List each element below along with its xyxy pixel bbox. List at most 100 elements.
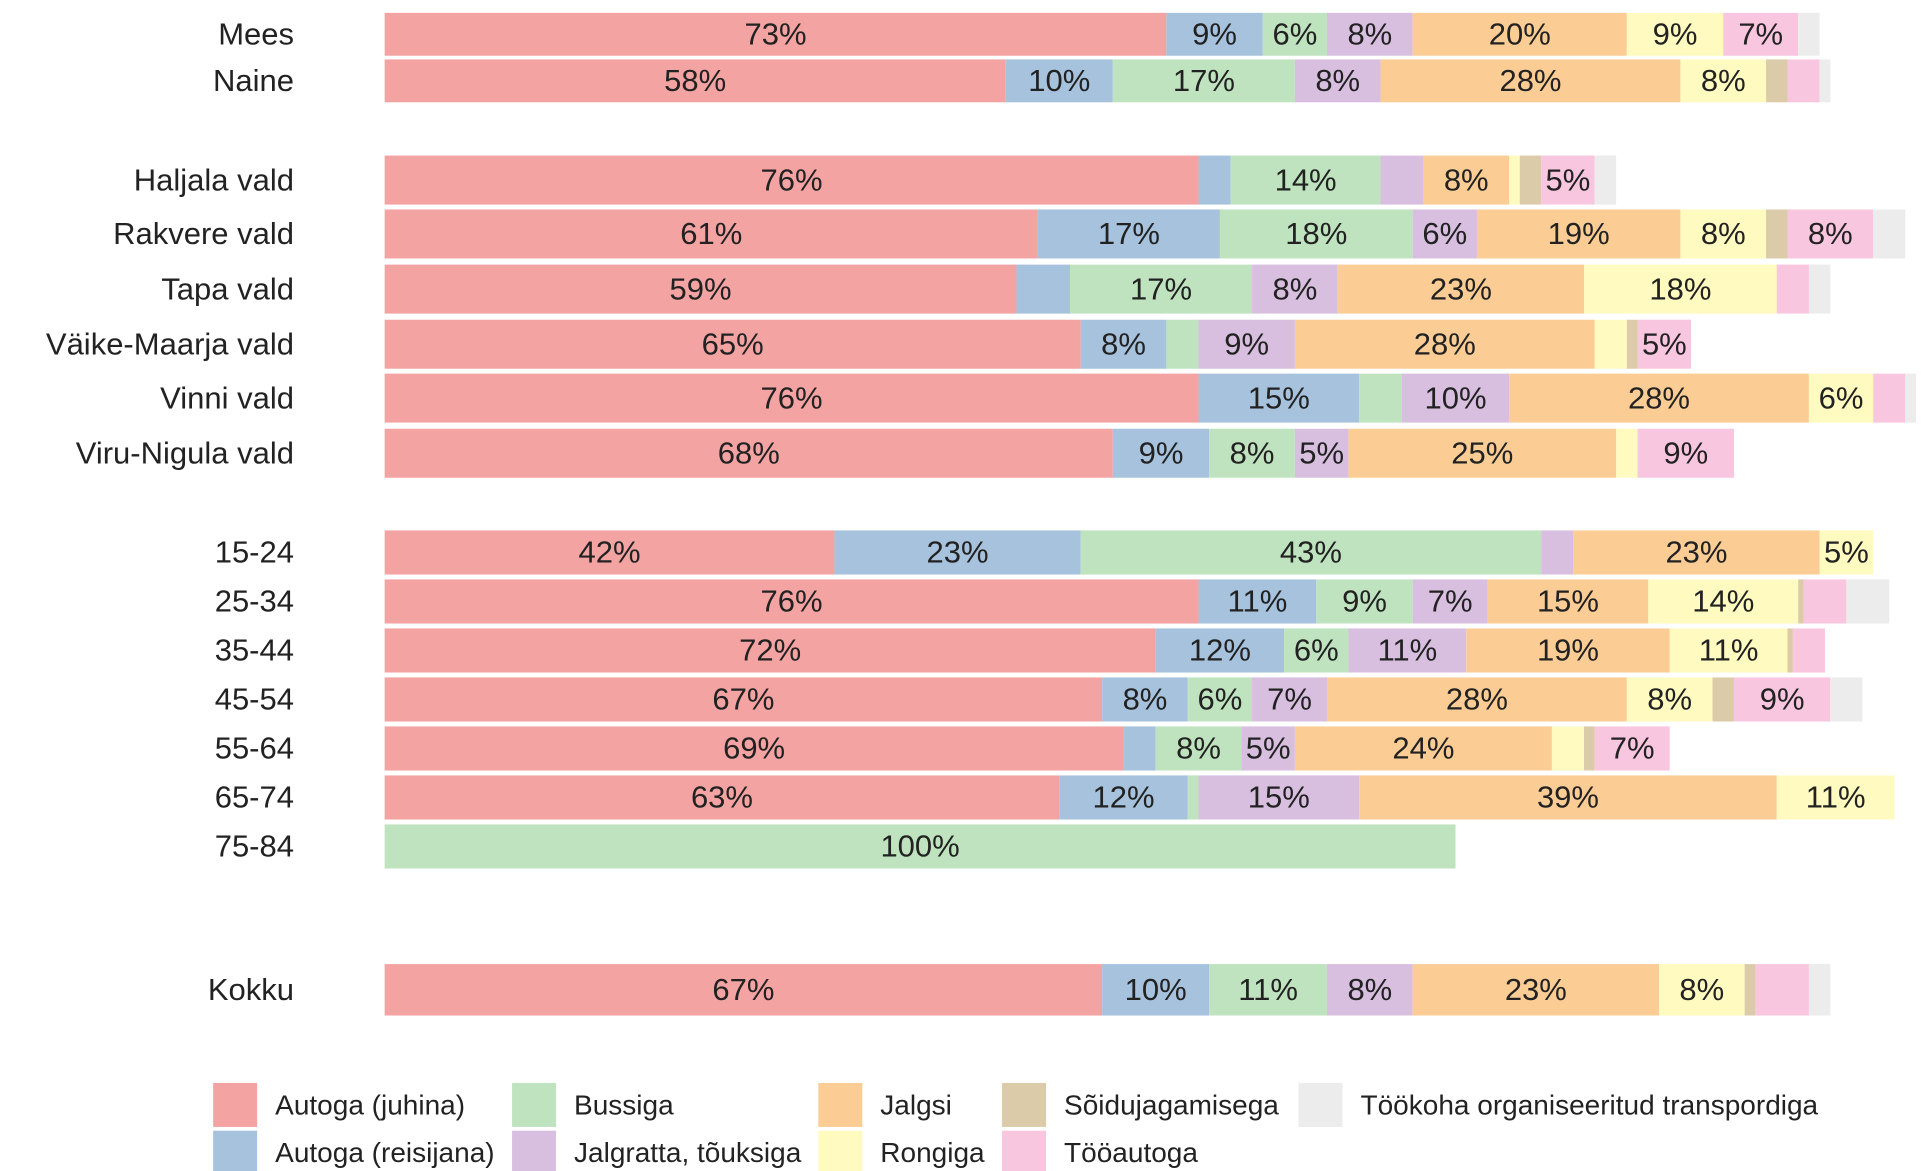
data-label: 17% bbox=[1130, 271, 1192, 306]
bar-segment bbox=[1412, 579, 1488, 624]
legend-label: Sõidujagamisega bbox=[1064, 1089, 1279, 1120]
legend-label: Autoga (juhina) bbox=[275, 1089, 465, 1120]
data-label: 11% bbox=[1238, 972, 1298, 1007]
category-label: Mees bbox=[218, 16, 294, 51]
data-label: 10% bbox=[1125, 972, 1187, 1007]
data-label: 25% bbox=[1451, 435, 1513, 470]
bar-segment bbox=[1509, 155, 1520, 205]
bar-segment bbox=[1401, 373, 1510, 423]
bar-segment bbox=[384, 726, 1124, 771]
data-label: 67% bbox=[712, 682, 774, 717]
legend-key bbox=[1298, 1082, 1343, 1127]
bar-segment bbox=[1327, 12, 1413, 56]
bar-segment bbox=[1616, 428, 1638, 478]
bar-segment bbox=[1198, 579, 1317, 624]
category-label: 65-74 bbox=[215, 780, 294, 815]
bar-segment bbox=[384, 319, 1081, 369]
data-label: 28% bbox=[1499, 63, 1561, 98]
bar-segment bbox=[1198, 319, 1295, 369]
data-label: 8% bbox=[1647, 682, 1692, 717]
bar-segment bbox=[1412, 209, 1477, 259]
bar-segment bbox=[1637, 319, 1692, 369]
bar-segment bbox=[1787, 59, 1820, 103]
legend-key bbox=[1002, 1130, 1047, 1171]
bar-segment bbox=[1294, 726, 1552, 771]
legend-key bbox=[512, 1130, 557, 1171]
bar-segment bbox=[1080, 319, 1167, 369]
bar-segment bbox=[1680, 59, 1767, 103]
bar-segment bbox=[1327, 964, 1413, 1016]
bar-segment bbox=[1198, 775, 1360, 820]
data-label: 5% bbox=[1246, 731, 1291, 766]
data-label: 59% bbox=[670, 271, 732, 306]
category-label: 25-34 bbox=[215, 584, 294, 619]
bar-segment bbox=[1166, 12, 1263, 56]
bar-segment bbox=[384, 264, 1017, 314]
data-label: 6% bbox=[1272, 16, 1317, 51]
bar-segment bbox=[1766, 59, 1788, 103]
bar-segment bbox=[1187, 677, 1253, 722]
legend-label: Autoga (reisijana) bbox=[275, 1137, 494, 1168]
bar-segment bbox=[1776, 264, 1809, 314]
legend-key bbox=[818, 1130, 863, 1171]
bar-segment bbox=[1294, 59, 1381, 103]
bar-segment bbox=[1112, 428, 1210, 478]
legend-key bbox=[1002, 1082, 1047, 1127]
bar-segment bbox=[1551, 726, 1585, 771]
bar-segment bbox=[1873, 209, 1906, 259]
bar-segment bbox=[1348, 428, 1617, 478]
bar-segment bbox=[1252, 264, 1338, 314]
data-label: 61% bbox=[680, 216, 742, 251]
data-label: 23% bbox=[927, 535, 989, 570]
category-label: Väike-Maarja vald bbox=[46, 326, 294, 361]
category-label: Viru-Nigula vald bbox=[76, 435, 294, 470]
data-label: 8% bbox=[1230, 435, 1275, 470]
bar-segment bbox=[1584, 726, 1595, 771]
bar-segment bbox=[1808, 264, 1831, 314]
bar-segment bbox=[384, 155, 1199, 205]
data-label: 9% bbox=[1663, 435, 1708, 470]
bar-segment bbox=[1792, 628, 1825, 673]
data-label: 19% bbox=[1548, 216, 1610, 251]
data-label: 8% bbox=[1101, 326, 1146, 361]
data-label: 18% bbox=[1649, 271, 1711, 306]
data-label: 18% bbox=[1285, 216, 1347, 251]
bar-segment bbox=[1123, 726, 1156, 771]
bar-segment bbox=[1626, 677, 1713, 722]
bar-segment bbox=[1594, 726, 1670, 771]
legend-label: Jalgratta, tõuksiga bbox=[574, 1137, 802, 1168]
bar-segment bbox=[1262, 12, 1328, 56]
data-label: 73% bbox=[744, 16, 806, 51]
data-label: 11% bbox=[1806, 780, 1866, 815]
bar-segment bbox=[1594, 155, 1617, 205]
legend-label: Rongiga bbox=[880, 1137, 985, 1168]
bar-segment bbox=[1846, 579, 1890, 624]
data-label: 28% bbox=[1628, 380, 1690, 415]
bar-segment bbox=[1509, 373, 1809, 423]
data-label: 19% bbox=[1537, 633, 1599, 668]
bar-segment bbox=[1198, 373, 1360, 423]
bar-segment bbox=[384, 428, 1113, 478]
bar-segment bbox=[384, 530, 835, 575]
data-label: 20% bbox=[1489, 16, 1551, 51]
bar-segment bbox=[1487, 579, 1649, 624]
data-label: 11% bbox=[1699, 633, 1759, 668]
data-label: 6% bbox=[1294, 633, 1339, 668]
bar-segment bbox=[1112, 59, 1295, 103]
bar-segment bbox=[1637, 428, 1734, 478]
bar-segment bbox=[384, 373, 1199, 423]
category-label: Vinni vald bbox=[160, 380, 294, 415]
bar-segment bbox=[384, 628, 1156, 673]
category-label: Haljala vald bbox=[134, 162, 294, 197]
legend-key bbox=[512, 1082, 557, 1127]
bar-segment bbox=[1198, 155, 1231, 205]
data-label: 8% bbox=[1347, 16, 1392, 51]
data-label: 65% bbox=[702, 326, 764, 361]
data-label: 6% bbox=[1422, 216, 1467, 251]
legend-label: Tööautoga bbox=[1064, 1137, 1198, 1168]
bar-segment bbox=[1723, 12, 1799, 56]
data-label: 8% bbox=[1679, 972, 1724, 1007]
bar-segment bbox=[1669, 628, 1788, 673]
data-label: 10% bbox=[1028, 63, 1090, 98]
data-label: 23% bbox=[1430, 271, 1492, 306]
